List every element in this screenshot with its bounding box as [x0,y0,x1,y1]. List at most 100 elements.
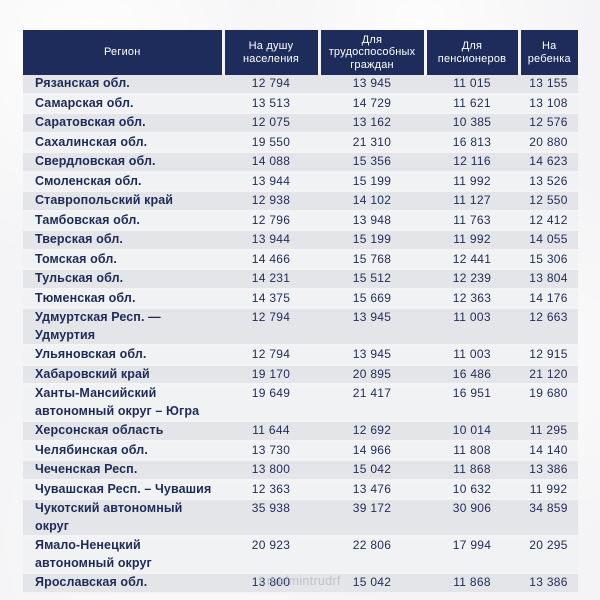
value-cell: 13 800 [223,460,319,481]
region-cell: Тюменская обл. [23,288,223,309]
table-row: Ярославская обл. 13 800 15 042 11 868 13 386 [23,573,578,594]
value-cell: 21 417 [319,384,425,422]
table-header: Регион На душу населения Для трудоспособ… [23,30,578,75]
value-cell: 13 476 [319,479,425,500]
value-cell: 15 512 [319,269,425,290]
subsistence-minimum-table-container: Регион На душу населения Для трудоспособ… [23,30,578,594]
table-row: Саратовская обл. 12 075 13 162 10 385 12 576 [23,113,578,134]
value-cell: 14 729 [319,93,425,114]
region-cell: Ханты-Мансийский автономный округ – Югра [23,384,223,422]
value-cell: 12 412 [519,210,578,231]
value-cell: 19 649 [223,384,319,422]
value-cell: 12 692 [319,421,425,442]
value-cell: 11 295 [519,421,578,442]
value-cell: 15 042 [319,573,425,594]
region-cell: Саратовская обл. [23,113,223,134]
value-cell: 22 806 [319,536,425,574]
value-cell: 12 116 [425,152,519,173]
region-cell: Тульская обл. [23,269,223,290]
value-cell: 10 632 [425,479,519,500]
value-cell: 16 813 [425,132,519,153]
table-row: Ямало-Ненецкий автономный округ 20 923 22 … [23,536,578,574]
value-cell: 11 808 [425,440,519,461]
value-cell: 13 386 [519,573,578,594]
value-cell: 11 127 [425,191,519,212]
value-cell: 13 386 [519,460,578,481]
region-cell: Чеченская Респ. [23,460,223,481]
column-header-working-age: Для трудоспособных граждан [317,30,425,75]
value-cell: 14 966 [319,440,425,461]
value-cell: 12 363 [223,479,319,500]
value-cell: 13 944 [223,230,319,251]
table-header-row: Регион На душу населения Для трудоспособ… [23,30,578,75]
value-cell: 12 938 [223,191,319,212]
value-cell: 20 880 [519,132,578,153]
table-row: Ханты-Мансийский автономный округ – Югра… [23,384,578,422]
table-row: Томская обл. 14 466 15 768 12 441 15 306 [23,249,578,270]
value-cell: 17 994 [425,536,519,574]
value-cell: 15 042 [319,460,425,481]
value-cell: 12 794 [223,345,319,366]
value-cell: 13 108 [519,93,578,114]
value-cell: 12 794 [223,308,319,346]
column-header-region: Регион [23,30,223,75]
value-cell: 35 938 [223,499,319,537]
value-cell: 11 992 [519,479,578,500]
region-cell: Ямало-Ненецкий автономный округ [23,536,223,574]
value-cell: 12 915 [519,345,578,366]
value-cell: 13 526 [519,171,578,192]
region-cell: Ульяновская обл. [23,345,223,366]
value-cell: 19 170 [223,364,319,385]
value-cell: 14 055 [519,230,578,251]
value-cell: 12 441 [425,249,519,270]
region-cell: Томская обл. [23,249,223,270]
value-cell: 15 199 [319,171,425,192]
value-cell: 11 003 [425,345,519,366]
value-cell: 11 992 [425,171,519,192]
value-cell: 21 310 [319,132,425,153]
column-header-per-capita: На душу населения [221,30,319,75]
table-row: Ставропольский край 12 938 14 102 11 127 12 … [23,191,578,212]
region-cell: Хабаровский край [23,364,223,385]
region-cell: Тверская обл. [23,230,223,251]
value-cell: 14 623 [519,152,578,173]
value-cell: 15 199 [319,230,425,251]
table-row: Челябинская обл. 13 730 14 966 11 808 14 140 [23,440,578,461]
table-row: Чеченская Респ. 13 800 15 042 11 868 13 386 [23,460,578,481]
value-cell: 10 014 [425,421,519,442]
value-cell: 15 356 [319,152,425,173]
value-cell: 14 176 [519,288,578,309]
table-row: Свердловская обл. 14 088 15 356 12 116 14 62… [23,152,578,173]
value-cell: 20 295 [519,536,578,574]
value-cell: 14 231 [223,269,319,290]
value-cell: 14 466 [223,249,319,270]
table-row: Тульская обл. 14 231 15 512 12 239 13 804 [23,269,578,290]
value-cell: 34 859 [519,499,578,537]
value-cell: 12 796 [223,210,319,231]
value-cell: 12 663 [519,308,578,346]
value-cell: 14 102 [319,191,425,212]
region-cell: Сахалинская обл. [23,132,223,153]
value-cell: 14 140 [519,440,578,461]
region-cell: Самарская обл. [23,93,223,114]
value-cell: 13 945 [319,75,425,95]
region-cell: Рязанская обл. [23,75,223,95]
telegram-handle: t.me/mintrudrf [259,574,341,588]
region-cell: Свердловская обл. [23,152,223,173]
value-cell: 39 172 [319,499,425,537]
region-cell: Ставропольский край [23,191,223,212]
value-cell: 13 513 [223,93,319,114]
region-cell: Чувашская Респ. – Чувашия [23,479,223,500]
value-cell: 15 306 [519,249,578,270]
table-row: Чувашская Респ. – Чувашия 12 363 13 476 10 … [23,479,578,500]
value-cell: 11 868 [425,573,519,594]
value-cell: 13 155 [519,75,578,95]
value-cell: 11 003 [425,308,519,346]
table-row: Рязанская обл. 12 794 13 945 11 015 13 155 [23,75,578,95]
region-cell: Удмуртская Респ. — Удмуртия [23,308,223,346]
subsistence-minimum-table: Регион На душу населения Для трудоспособ… [23,30,578,594]
value-cell: 13 162 [319,113,425,134]
table-row: Тюменская обл. 14 375 15 669 12 363 14 176 [23,288,578,309]
region-cell: Херсонская область [23,421,223,442]
